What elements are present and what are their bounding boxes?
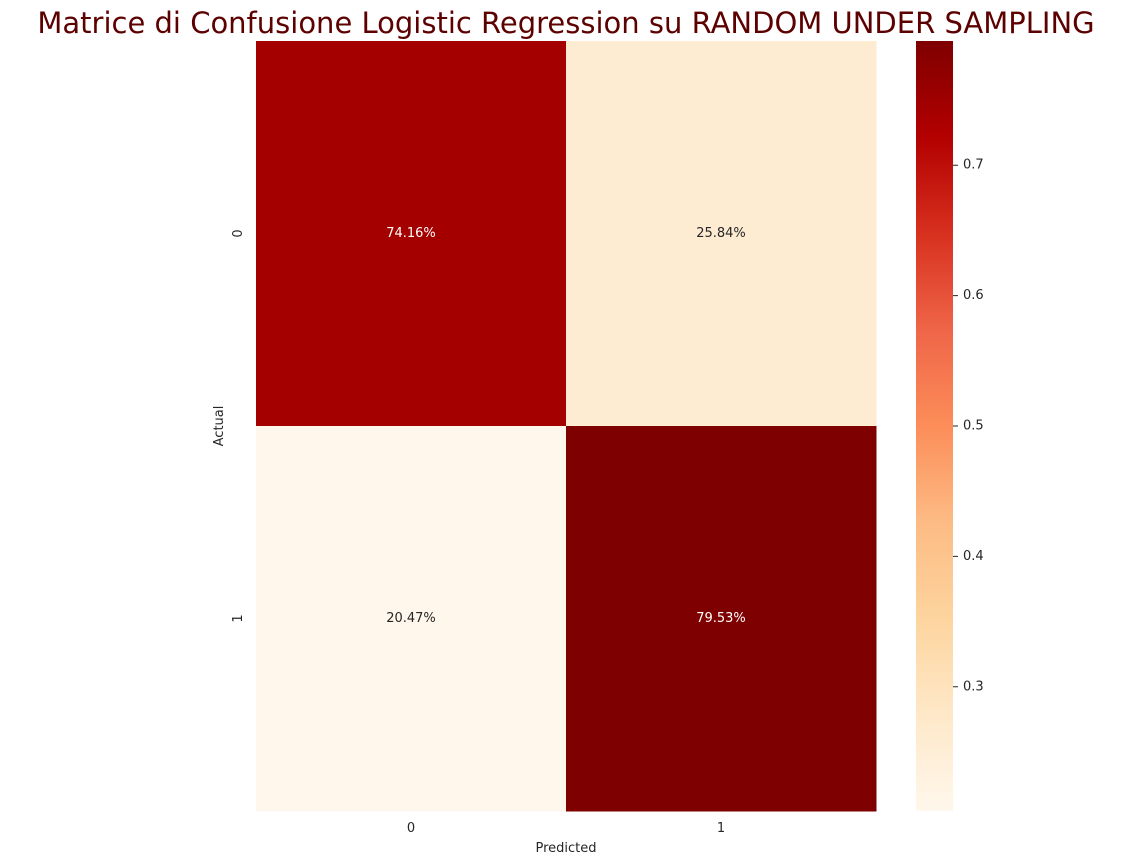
x-axis-label: Predicted: [535, 841, 596, 856]
heatmap-cell-1-0: [256, 426, 567, 812]
heatmap-cell-0-0: [256, 41, 567, 427]
cell-annotation-0-0: 74.16%: [386, 226, 436, 241]
colorbar: [916, 41, 953, 811]
colorbar-tick-label-2: 0.5: [963, 419, 984, 434]
x-tick-label-0: 0: [407, 821, 415, 836]
y-tick-label-0: 0: [231, 229, 246, 237]
cell-annotation-0-1: 25.84%: [696, 226, 746, 241]
x-tick-label-1: 1: [717, 821, 725, 836]
cell-annotation-1-1: 79.53%: [696, 611, 746, 626]
heatmap-annotations: 74.16% 25.84% 20.47% 79.53%: [386, 226, 746, 626]
colorbar-ticks: 0.3 0.4 0.5 0.6 0.7: [953, 158, 984, 694]
y-axis-label: Actual: [212, 406, 227, 447]
colorbar-tick-label-4: 0.7: [963, 158, 984, 173]
colorbar-tick-label-3: 0.6: [963, 288, 984, 303]
colorbar-tick-label-0: 0.3: [963, 679, 984, 694]
colorbar-tick-label-1: 0.4: [963, 549, 984, 564]
y-axis-ticks: 01: [231, 229, 246, 622]
heatmap-cell-0-1: [566, 41, 877, 427]
chart-title: Matrice di Confusione Logistic Regressio…: [37, 6, 1094, 40]
y-tick-label-1: 1: [231, 614, 246, 622]
heatmap-cell-1-1: [566, 426, 877, 812]
heatmap-cells: [256, 41, 877, 812]
cell-annotation-1-0: 20.47%: [386, 611, 436, 626]
